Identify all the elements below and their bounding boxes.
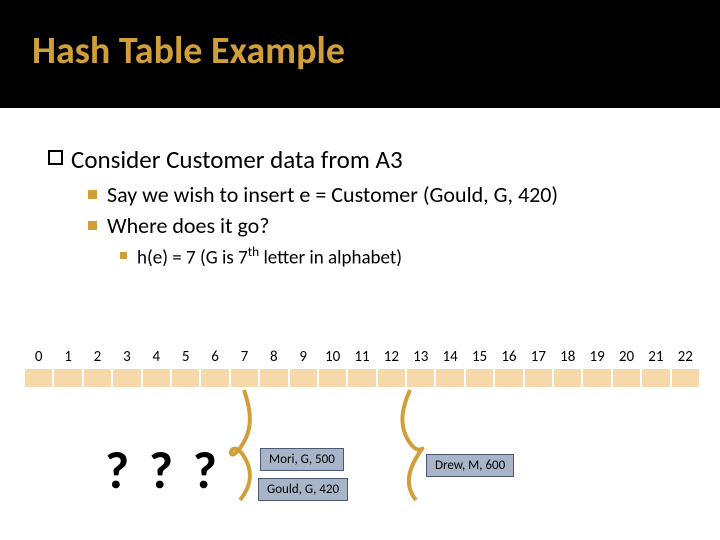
index-cell: 11 <box>347 348 376 368</box>
index-row: 012345678910111213141516171819202122 <box>24 348 700 368</box>
slot-cell <box>671 368 700 388</box>
index-cell: 15 <box>465 348 494 368</box>
index-cell: 6 <box>200 348 229 368</box>
slot-cell <box>171 368 200 388</box>
slot-cell <box>406 368 435 388</box>
sub-bullet-2: Where does it go? <box>88 212 672 239</box>
slot-cell <box>435 368 464 388</box>
slot-cell <box>259 368 288 388</box>
slot-cell <box>612 368 641 388</box>
tag-gould: Gould, G, 420 <box>258 478 348 501</box>
slot-cell <box>83 368 112 388</box>
index-cell: 1 <box>53 348 82 368</box>
filled-square-icon <box>88 221 97 230</box>
slot-cell <box>347 368 376 388</box>
slot-cell <box>318 368 347 388</box>
index-cell: 8 <box>259 348 288 368</box>
main-bullet-row: Consider Customer data from A3 <box>48 144 672 175</box>
tag-mori: Mori, G, 500 <box>260 448 344 471</box>
slot-cell <box>465 368 494 388</box>
slot-cell <box>24 368 53 388</box>
index-cell: 4 <box>142 348 171 368</box>
index-cell: 10 <box>318 348 347 368</box>
main-bullet-text: Consider Customer data from A3 <box>71 144 403 175</box>
content-area: Consider Customer data from A3 Say we wi… <box>0 108 720 269</box>
slot-cell <box>641 368 670 388</box>
slide-title: Hash Table Example <box>32 28 720 74</box>
subsub-prefix: h(e) = 7 (G is 7 <box>137 246 248 269</box>
sub-bullet-1: Say we wish to insert e = Customer (Goul… <box>88 181 672 208</box>
sub-text-1: Say we wish to insert e = Customer (Goul… <box>107 181 558 208</box>
subsub-sup: th <box>248 243 259 260</box>
index-cell: 13 <box>406 348 435 368</box>
index-cell: 9 <box>289 348 318 368</box>
slot-cell <box>112 368 141 388</box>
slot-cell <box>289 368 318 388</box>
filled-square-icon <box>88 190 97 199</box>
slot-cell <box>377 368 406 388</box>
index-cell: 3 <box>112 348 141 368</box>
index-cell: 12 <box>377 348 406 368</box>
subsub-list: h(e) = 7 (G is 7th letter in alphabet) <box>120 243 672 269</box>
index-cell: 0 <box>24 348 53 368</box>
index-cell: 17 <box>524 348 553 368</box>
arrow-right <box>380 388 450 508</box>
small-square-icon <box>120 252 127 259</box>
slot-cell <box>553 368 582 388</box>
subsub-text: h(e) = 7 (G is 7th letter in alphabet) <box>137 243 402 269</box>
index-cell: 20 <box>612 348 641 368</box>
tag-drew: Drew, M, 600 <box>426 454 514 477</box>
index-cell: 21 <box>641 348 670 368</box>
index-cell: 18 <box>553 348 582 368</box>
index-cell: 7 <box>230 348 259 368</box>
slot-cell <box>582 368 611 388</box>
slot-cell <box>200 368 229 388</box>
hollow-square-icon <box>48 150 63 165</box>
slot-cell <box>524 368 553 388</box>
index-cell: 14 <box>435 348 464 368</box>
sub-text-2: Where does it go? <box>107 212 269 239</box>
slot-cell <box>494 368 523 388</box>
slot-row <box>24 368 700 388</box>
index-cell: 19 <box>582 348 611 368</box>
index-cell: 5 <box>171 348 200 368</box>
hash-table: 012345678910111213141516171819202122 <box>24 348 700 388</box>
slot-cell <box>53 368 82 388</box>
slot-cell <box>142 368 171 388</box>
subsub-suffix: letter in alphabet) <box>259 246 402 269</box>
index-cell: 22 <box>671 348 700 368</box>
title-bar: Hash Table Example <box>0 0 720 108</box>
sub-list: Say we wish to insert e = Customer (Goul… <box>88 181 672 269</box>
subsub-bullet: h(e) = 7 (G is 7th letter in alphabet) <box>120 243 672 269</box>
slot-cell <box>230 368 259 388</box>
index-cell: 2 <box>83 348 112 368</box>
index-cell: 16 <box>494 348 523 368</box>
question-marks: ? ? ? <box>105 438 221 502</box>
